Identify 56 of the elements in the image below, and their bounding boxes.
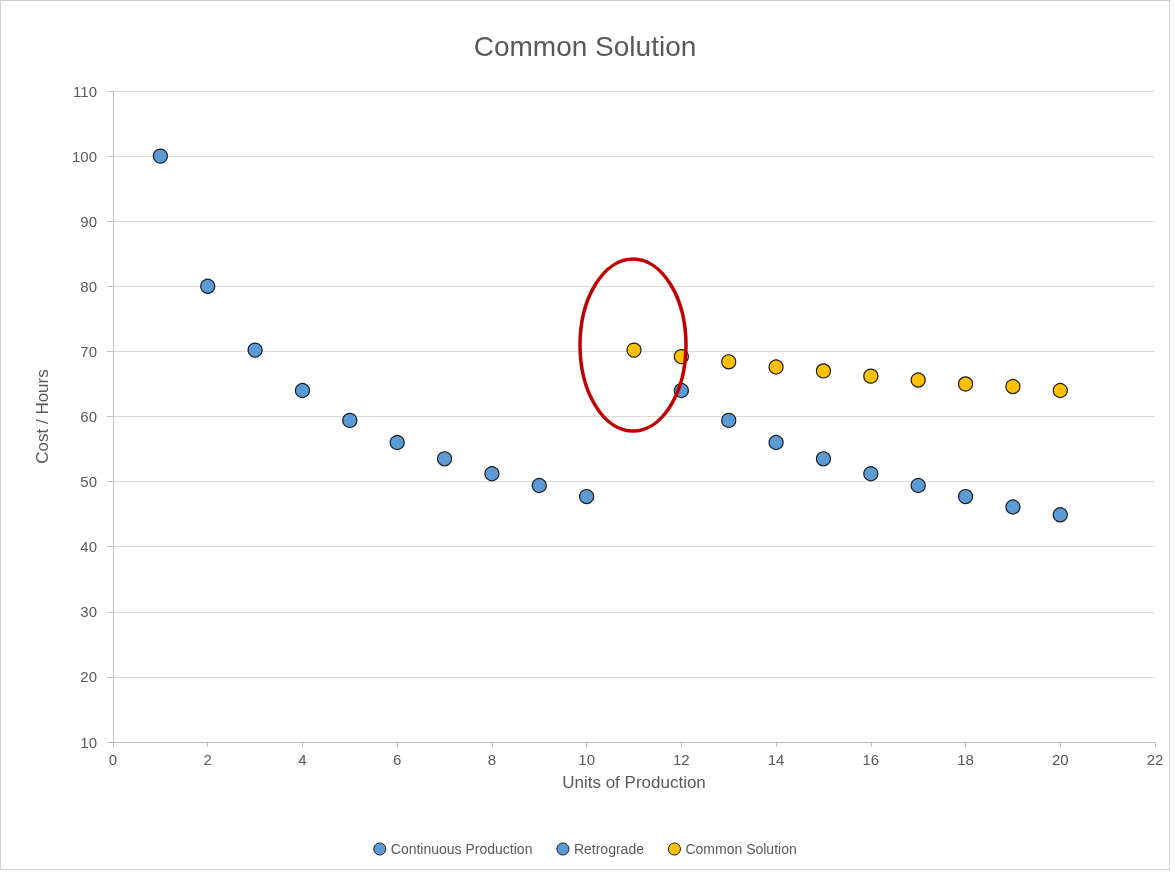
point <box>957 488 974 505</box>
point <box>247 342 263 358</box>
x-tick-label: 0 <box>108 751 118 768</box>
point <box>721 354 737 370</box>
point <box>863 368 879 384</box>
y-tick-label: 50 <box>80 473 97 491</box>
chart-title: Common Solution <box>473 30 697 62</box>
x-tick-label: 4 <box>298 751 307 768</box>
x-tick-label: 14 <box>767 751 785 768</box>
point <box>1005 499 1021 515</box>
y-tick-label: 20 <box>80 668 97 686</box>
y-tick-label: 10 <box>80 733 97 751</box>
point <box>342 412 358 428</box>
point <box>152 148 168 164</box>
point <box>768 359 784 375</box>
point <box>436 451 453 467</box>
y-tick-label: 90 <box>80 212 97 230</box>
x-tick-label: 16 <box>862 751 880 768</box>
legend-label: Common Solution <box>685 841 797 857</box>
x-tick-label: 6 <box>393 751 402 768</box>
point <box>1052 382 1068 399</box>
x-tick-label: 2 <box>203 751 212 768</box>
x-tick-label: 22 <box>1146 751 1164 768</box>
point <box>484 466 500 482</box>
point <box>1052 507 1068 523</box>
point <box>579 488 595 505</box>
x-tick-label: 8 <box>487 751 497 768</box>
y-tick-label: 40 <box>80 538 97 556</box>
point <box>389 434 405 451</box>
y-tick-label: 60 <box>80 408 97 425</box>
point <box>1005 378 1021 395</box>
point <box>531 477 547 494</box>
point <box>815 451 832 467</box>
legend-label: Continuous Production <box>390 841 533 857</box>
point <box>815 363 832 379</box>
point <box>768 434 784 451</box>
y-axis-title: Cost / Hours <box>33 369 52 464</box>
y-tick-label: 70 <box>80 342 97 360</box>
point <box>910 372 926 388</box>
x-tick-label: 12 <box>673 751 690 768</box>
point <box>626 342 642 358</box>
y-tick-label: 30 <box>80 603 97 621</box>
point <box>910 477 926 494</box>
x-tick-label: 10 <box>578 751 595 768</box>
y-tick-label: 80 <box>80 277 97 295</box>
point <box>200 278 216 294</box>
point <box>294 382 311 399</box>
legend-label: Retrograde <box>573 841 645 857</box>
point <box>863 466 879 482</box>
x-tick-label: 18 <box>957 751 974 768</box>
x-tick-label: 20 <box>1051 751 1069 768</box>
point <box>957 376 974 392</box>
y-tick-label: 110 <box>73 82 97 100</box>
y-tick-label: 100 <box>71 147 97 165</box>
x-axis-title: Units of Production <box>562 773 706 792</box>
point <box>721 412 737 428</box>
